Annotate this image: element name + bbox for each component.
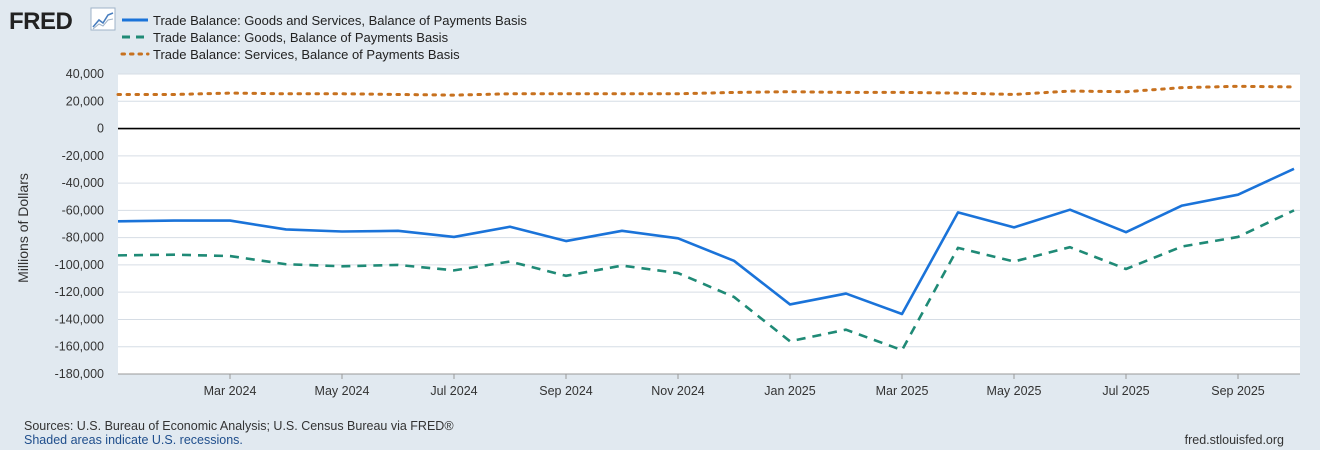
legend-item-1[interactable]: Trade Balance: Goods and Services, Balan… [122,13,527,28]
recession-note[interactable]: Shaded areas indicate U.S. recessions. [24,433,243,447]
chart-icon [90,7,116,31]
y-axis: 40,000 20,000 0 -20,000 -40,000 -60,000 -80,00… [55,67,104,381]
y-tick-label: 0 [97,122,104,136]
x-tick-label: Jul 2025 [1102,384,1149,398]
y-tick-label: -180,000 [55,367,104,381]
legend: Trade Balance: Goods and Services, Balan… [120,13,527,62]
x-tick-label: Jul 2024 [430,384,477,398]
series-lines [116,84,1296,352]
y-tick-label: -120,000 [55,285,104,299]
y-tick-label: 40,000 [66,67,104,81]
series-line-2[interactable] [117,209,1295,352]
site-link[interactable]: fred.stlouisfed.org [1184,433,1284,447]
y-tick-label: -20,000 [62,149,104,163]
plot-area [118,74,1300,374]
series-line-3[interactable] [116,84,1296,97]
x-tick-label: May 2024 [315,384,370,398]
legend-item-3[interactable]: Trade Balance: Services, Balance of Paym… [120,47,460,62]
gridlines [118,73,1300,375]
y-tick-label: -60,000 [62,203,104,217]
x-tick-label: Sep 2024 [539,384,593,398]
y-tick-label: -160,000 [55,340,104,354]
x-tick-label: Jan 2025 [764,384,815,398]
legend-label: Trade Balance: Goods, Balance of Payment… [153,30,449,45]
fred-logo[interactable]: FRED [9,7,116,35]
y-tick-label: -100,000 [55,258,104,272]
y-tick-label: -40,000 [62,176,104,190]
x-tick-label: Mar 2025 [876,384,929,398]
y-tick-label: -80,000 [62,231,104,245]
fred-logo-text: FRED [9,8,73,35]
legend-item-2[interactable]: Trade Balance: Goods, Balance of Payment… [122,30,449,45]
y-axis-label: Millions of Dollars [15,173,31,283]
x-tick-label: Mar 2024 [204,384,257,398]
x-tick-label: Nov 2024 [651,384,705,398]
sources-note: Sources: U.S. Bureau of Economic Analysi… [24,419,454,433]
series-line-1[interactable] [117,167,1295,316]
legend-label: Trade Balance: Goods and Services, Balan… [153,13,527,28]
x-axis: Mar 2024 May 2024 Jul 2024 Sep 2024 Nov 2024… [118,373,1300,398]
y-tick-label: -140,000 [55,312,104,326]
x-tick-label: May 2025 [987,384,1042,398]
legend-label: Trade Balance: Services, Balance of Paym… [153,47,460,62]
footer-notes: Sources: U.S. Bureau of Economic Analysi… [24,419,454,447]
y-tick-label: 20,000 [66,94,104,108]
x-tick-label: Sep 2025 [1211,384,1265,398]
